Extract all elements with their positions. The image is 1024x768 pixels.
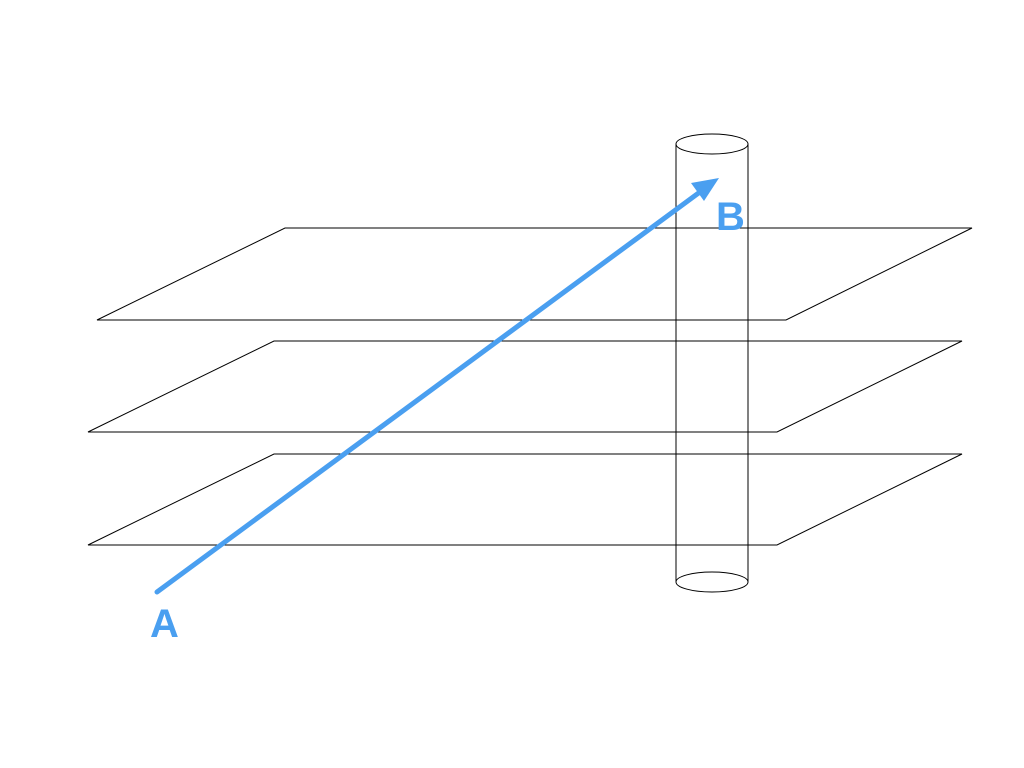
point-label-a: A <box>150 602 179 646</box>
arrow-shaft <box>154 186 707 595</box>
arrow-head <box>691 178 719 201</box>
bottom-plane <box>87 453 963 546</box>
middle-plane <box>87 340 963 433</box>
arrow-a-to-b <box>154 178 719 595</box>
top-plane <box>96 227 973 321</box>
cylinder-top-ellipse <box>675 133 749 155</box>
vertical-cylinder <box>675 133 749 593</box>
cylinder-bottom-ellipse <box>675 571 749 593</box>
point-label-b: B <box>716 195 745 239</box>
